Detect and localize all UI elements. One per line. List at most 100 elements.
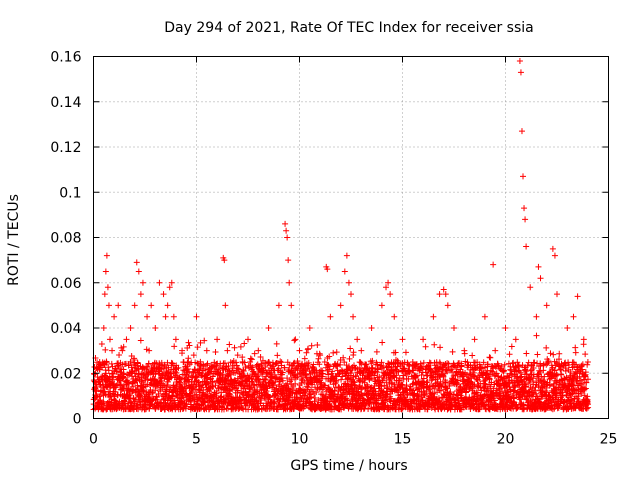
x-tick-label: 10 bbox=[291, 432, 309, 448]
x-axis-label: GPS time / hours bbox=[290, 458, 407, 474]
data-point bbox=[549, 245, 556, 252]
data-point bbox=[368, 325, 375, 331]
data-point bbox=[265, 325, 272, 331]
data-point bbox=[151, 377, 158, 384]
data-point bbox=[294, 358, 301, 365]
data-point bbox=[248, 356, 255, 363]
data-point bbox=[556, 350, 563, 357]
data-point bbox=[301, 355, 308, 362]
data-point bbox=[260, 367, 267, 374]
data-point bbox=[387, 291, 394, 298]
data-point bbox=[126, 392, 133, 399]
data-point bbox=[106, 336, 113, 343]
data-point bbox=[251, 370, 258, 377]
data-point bbox=[461, 347, 468, 354]
data-point bbox=[305, 345, 312, 352]
data-point bbox=[164, 302, 171, 309]
data-point bbox=[296, 347, 303, 354]
data-point bbox=[251, 382, 258, 389]
data-point bbox=[378, 302, 385, 309]
data-point bbox=[533, 332, 540, 339]
x-tick-labels: 0 5 10 15 20 25 bbox=[89, 432, 617, 448]
y-tick-label: 0.08 bbox=[50, 231, 81, 247]
data-point bbox=[276, 381, 283, 388]
data-point bbox=[492, 347, 499, 354]
data-point bbox=[148, 302, 155, 309]
data-point bbox=[279, 377, 286, 384]
data-point bbox=[305, 359, 312, 366]
data-point bbox=[523, 350, 530, 357]
data-point bbox=[111, 397, 118, 404]
data-point bbox=[185, 339, 192, 346]
data-point bbox=[219, 371, 226, 378]
data-point bbox=[120, 366, 127, 373]
data-point bbox=[308, 393, 315, 400]
data-point bbox=[170, 313, 177, 320]
data-point bbox=[204, 360, 211, 367]
data-point bbox=[239, 390, 246, 397]
data-point bbox=[502, 325, 509, 331]
data-point bbox=[570, 313, 577, 320]
data-point bbox=[163, 383, 170, 390]
data-point bbox=[431, 341, 438, 348]
data-point bbox=[152, 325, 159, 331]
data-point bbox=[283, 227, 290, 234]
data-point bbox=[239, 405, 246, 412]
data-point bbox=[227, 371, 234, 378]
data-point bbox=[96, 382, 103, 389]
data-point bbox=[391, 313, 398, 320]
data-point bbox=[119, 347, 126, 354]
data-point bbox=[167, 370, 174, 377]
data-point bbox=[346, 355, 353, 362]
data-point bbox=[162, 313, 169, 320]
data-point bbox=[449, 348, 456, 355]
data-point bbox=[260, 367, 267, 374]
data-point bbox=[572, 349, 579, 356]
data-point bbox=[144, 313, 151, 320]
data-point bbox=[166, 386, 173, 393]
data-point bbox=[582, 351, 589, 358]
data-point bbox=[306, 325, 313, 331]
data-point bbox=[333, 349, 340, 356]
data-point bbox=[311, 384, 318, 391]
data-point bbox=[237, 343, 244, 350]
data-point bbox=[564, 325, 571, 331]
data-point bbox=[103, 359, 110, 366]
data-point bbox=[241, 373, 248, 380]
data-point bbox=[155, 391, 162, 398]
data-point bbox=[285, 257, 292, 264]
data-point bbox=[251, 350, 258, 357]
y-tick-label: 0 bbox=[73, 412, 82, 428]
y-tick-label: 0.02 bbox=[50, 366, 81, 382]
data-point bbox=[580, 336, 587, 343]
data-point bbox=[209, 363, 216, 370]
data-point bbox=[281, 364, 288, 371]
data-point bbox=[279, 369, 286, 376]
data-point bbox=[261, 375, 268, 382]
data-point bbox=[156, 279, 163, 286]
data-point bbox=[117, 381, 124, 388]
data-point bbox=[444, 302, 451, 309]
data-point bbox=[313, 389, 320, 396]
data-point bbox=[154, 396, 161, 403]
data-point bbox=[293, 374, 300, 381]
data-point bbox=[379, 339, 386, 346]
data-point bbox=[149, 390, 156, 397]
data-point bbox=[350, 313, 357, 320]
data-point bbox=[275, 365, 282, 372]
data-point bbox=[225, 362, 232, 369]
data-point bbox=[120, 343, 127, 350]
data-point bbox=[358, 347, 365, 354]
data-point bbox=[206, 388, 213, 395]
data-point bbox=[202, 399, 209, 406]
data-point bbox=[130, 383, 137, 390]
data-point bbox=[116, 351, 123, 358]
data-point bbox=[543, 344, 550, 351]
data-point bbox=[558, 371, 565, 378]
data-point bbox=[240, 368, 247, 375]
data-point bbox=[451, 325, 457, 331]
x-tick-label: 0 bbox=[89, 432, 98, 448]
data-point bbox=[277, 378, 284, 385]
data-point bbox=[125, 362, 132, 369]
data-point bbox=[278, 359, 285, 366]
